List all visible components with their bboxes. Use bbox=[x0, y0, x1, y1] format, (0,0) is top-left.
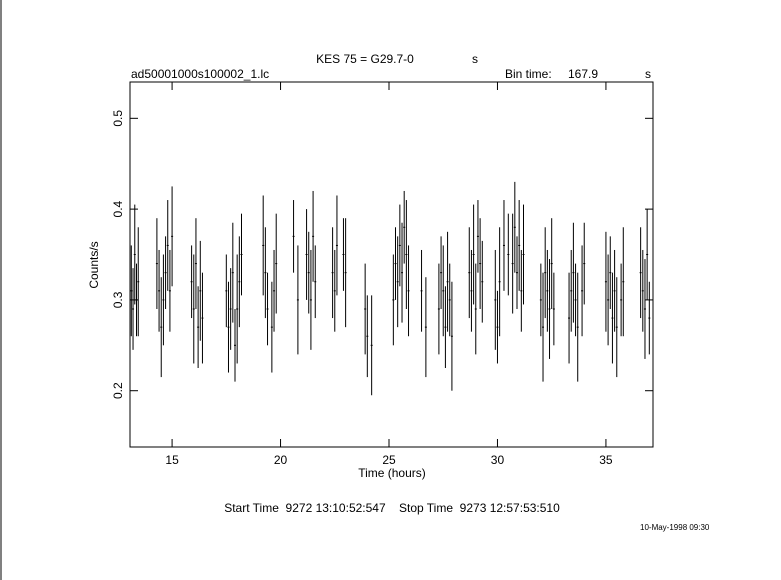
date-stamp: 10-May-1998 09:30 bbox=[640, 523, 710, 532]
y-tick-label: 0.3 bbox=[111, 291, 125, 308]
file-name: ad50001000s100002_1.lc bbox=[131, 67, 269, 81]
y-tick-label: 0.2 bbox=[111, 382, 125, 399]
x-tick-label: 25 bbox=[382, 453, 396, 467]
bin-time-unit: s bbox=[645, 67, 651, 81]
footer: Start Time 9272 13:10:52:547 Stop Time 9… bbox=[224, 501, 560, 515]
title-unit: s bbox=[472, 52, 478, 66]
y-axis-label: Counts/s bbox=[87, 241, 101, 288]
y-tick-label: 0.5 bbox=[111, 110, 125, 127]
x-tick-label: 35 bbox=[599, 453, 613, 467]
x-tick-label: 30 bbox=[491, 453, 505, 467]
bin-time-label: Bin time: bbox=[505, 67, 552, 81]
plot-frame bbox=[129, 81, 654, 448]
chart-title: KES 75 = G29.7-0 bbox=[316, 52, 414, 66]
y-tick-label: 0.4 bbox=[111, 200, 125, 217]
x-tick-label: 20 bbox=[274, 453, 288, 467]
x-axis-label: Time (hours) bbox=[358, 466, 426, 480]
x-tick-label: 15 bbox=[165, 453, 179, 467]
bin-time: 167.9 bbox=[568, 67, 598, 81]
